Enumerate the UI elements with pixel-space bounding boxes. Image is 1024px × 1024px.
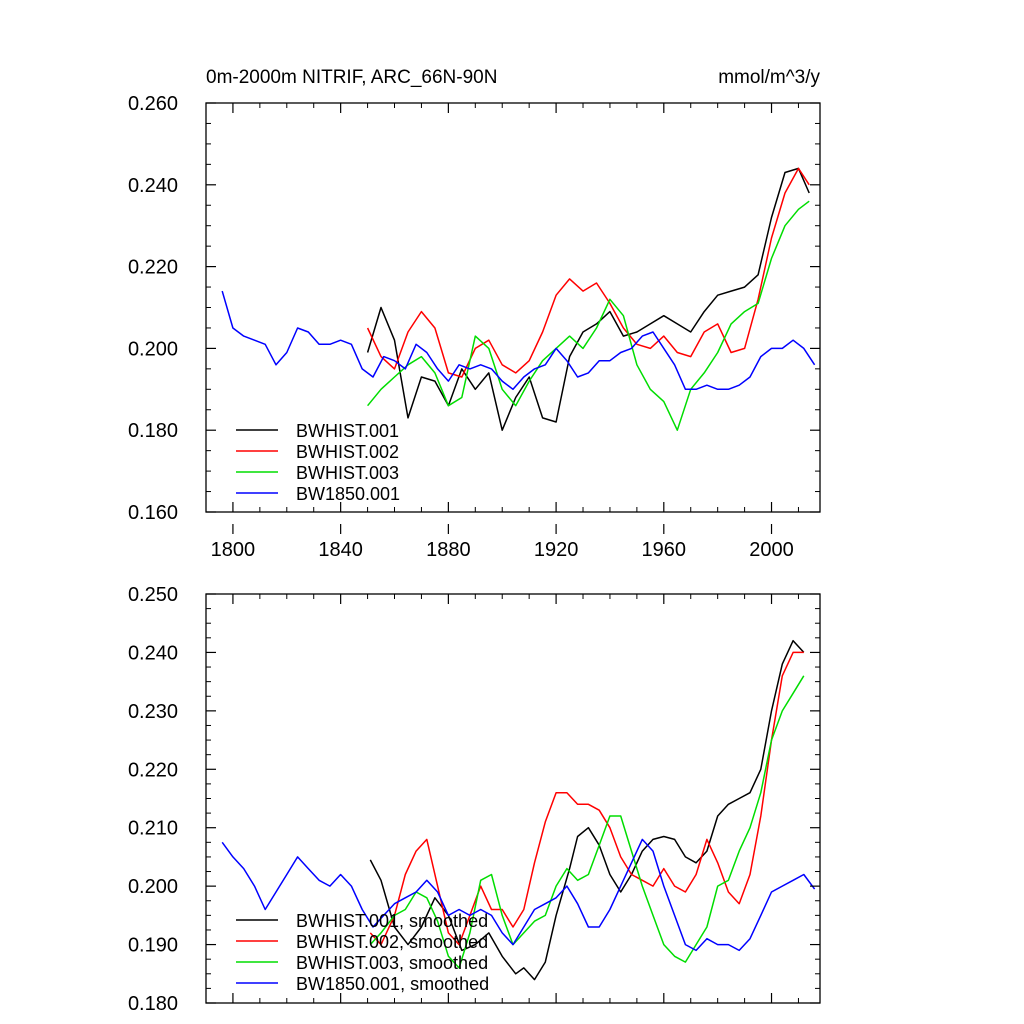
y-tick-label: 0.180 — [128, 993, 178, 1015]
legend-label: BWHIST.001 — [296, 421, 399, 441]
y-tick-label: 0.200 — [128, 876, 178, 898]
x-tick-label: 1880 — [426, 539, 471, 561]
x-tick-label: 1920 — [534, 539, 579, 561]
x-tick-label: 2000 — [749, 539, 794, 561]
y-tick-label: 0.210 — [128, 818, 178, 840]
y-tick-label: 0.220 — [128, 759, 178, 781]
y-tick-label: 0.180 — [128, 420, 178, 442]
series-line-bw1850-001-smoothed — [221, 838, 816, 952]
y-tick-label: 0.190 — [128, 935, 178, 957]
series-line-bwhist-003 — [367, 200, 810, 431]
chart-title-left: 0m-2000m NITRIF, ARC_66N-90N — [206, 67, 497, 88]
legend-label: BWHIST.002, smoothed — [296, 932, 488, 952]
legend-label: BW1850.001, smoothed — [296, 974, 489, 994]
chart-title-right: mmol/m^3/y — [718, 67, 820, 88]
series-line-bwhist-002-smoothed — [369, 651, 804, 946]
y-tick-label: 0.260 — [128, 93, 178, 115]
x-tick-label: 1840 — [318, 539, 363, 561]
top-panel: 0.160 0.180 0.200 0.220 0.240 0.260 1800 1840 18… — [128, 67, 821, 561]
legend-label: BWHIST.003 — [296, 463, 399, 483]
y-tick-label: 0.240 — [128, 175, 178, 197]
y-tick-label: 0.220 — [128, 257, 178, 279]
y-tick-label: 0.160 — [128, 502, 178, 524]
x-tick-label: 1960 — [642, 539, 687, 561]
x-tick-label: 1800 — [211, 539, 256, 561]
series-line-bwhist-003-smoothed — [369, 675, 805, 969]
legend-label: BWHIST.001, smoothed — [296, 911, 488, 931]
legend-label: BWHIST.002 — [296, 442, 399, 462]
series-line-bwhist-001 — [366, 167, 810, 431]
series-line-bw1850-001 — [221, 290, 816, 391]
y-tick-label: 0.250 — [128, 584, 178, 606]
y-tick-label: 0.230 — [128, 701, 178, 723]
y-tick-label: 0.240 — [128, 642, 178, 664]
bottom-panel: 0.180 0.190 0.200 0.210 0.220 0.230 0.240 0.250… — [128, 584, 821, 1015]
series-line-bwhist-002 — [366, 167, 810, 378]
y-tick-label: 0.200 — [128, 338, 178, 360]
legend-label: BWHIST.003, smoothed — [296, 953, 488, 973]
legend-label: BW1850.001 — [296, 484, 400, 504]
